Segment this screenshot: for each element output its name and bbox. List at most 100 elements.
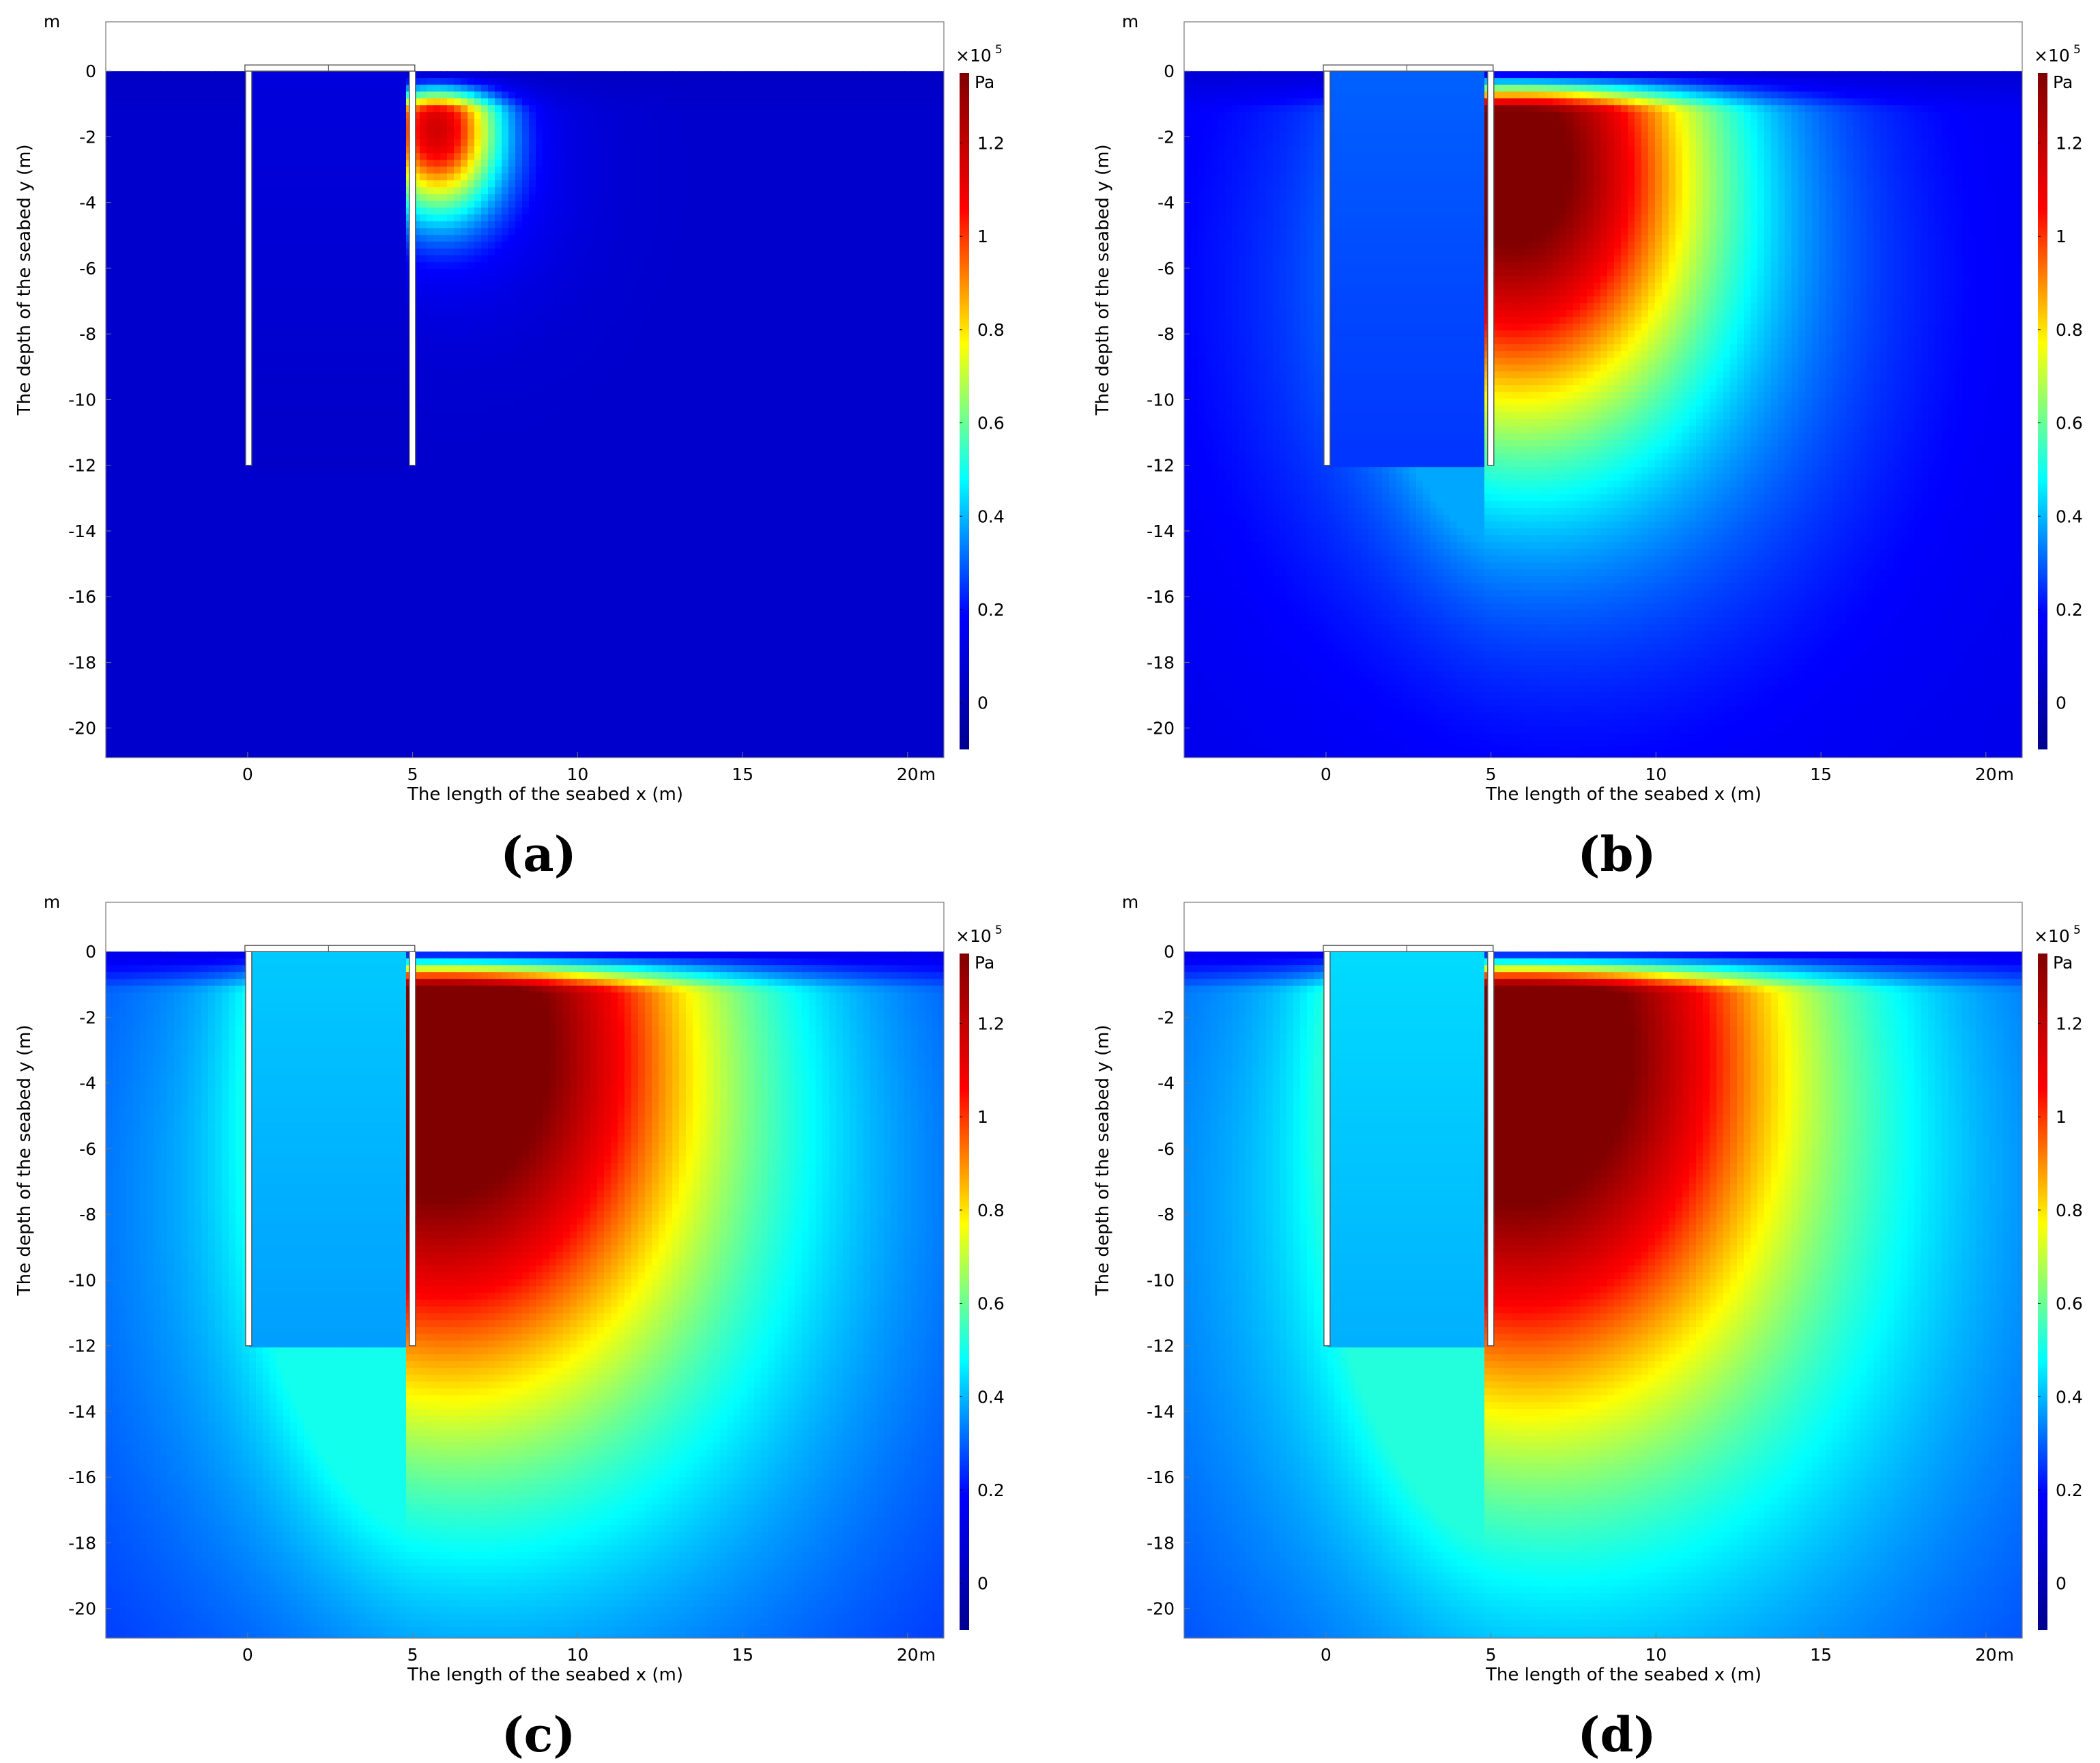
heatmap-cell xyxy=(624,139,632,147)
heatmap-cell xyxy=(877,330,884,338)
heatmap-cell xyxy=(809,207,816,215)
heatmap-cell xyxy=(693,228,700,235)
heatmap-cell xyxy=(754,228,762,235)
heatmap-cell xyxy=(235,78,243,85)
heatmap-cell xyxy=(638,214,646,222)
heatmap-cell xyxy=(754,242,762,249)
heatmap-cell xyxy=(188,255,195,263)
heatmap-cell xyxy=(351,173,359,181)
heatmap-cell xyxy=(734,337,741,345)
heatmap-cell xyxy=(795,187,803,195)
heatmap-cell xyxy=(358,153,366,160)
heatmap-cell xyxy=(863,78,871,85)
heatmap-cell xyxy=(611,98,618,106)
heatmap-cell xyxy=(454,207,461,215)
heatmap-cell xyxy=(311,78,318,85)
heatmap-cell xyxy=(324,296,332,304)
heatmap-cell xyxy=(399,296,407,304)
heatmap-cell xyxy=(584,167,591,174)
heatmap-cell xyxy=(195,173,202,181)
heatmap-cell xyxy=(147,289,154,297)
heatmap-cell xyxy=(468,126,475,133)
heatmap-cell xyxy=(235,126,243,133)
heatmap-cell xyxy=(672,269,680,276)
heatmap-cell xyxy=(781,160,789,167)
heatmap-cell xyxy=(938,105,944,113)
heatmap-cell xyxy=(474,126,482,133)
heatmap-cell xyxy=(597,330,605,338)
heatmap-cell xyxy=(188,146,195,154)
heatmap-cell xyxy=(235,221,243,229)
heatmap-cell xyxy=(290,269,298,276)
heatmap-cell xyxy=(556,85,564,92)
heatmap-cell xyxy=(597,119,605,126)
heatmap-cell xyxy=(932,242,939,249)
heatmap-cell xyxy=(351,160,359,167)
heatmap-cell xyxy=(816,160,823,167)
heatmap-cell xyxy=(638,187,646,195)
heatmap-cell xyxy=(249,78,257,85)
heatmap-cell xyxy=(249,289,257,297)
heatmap-cell xyxy=(270,221,277,229)
heatmap-cell xyxy=(720,91,728,99)
heatmap-cell xyxy=(897,78,905,85)
heatmap-cell xyxy=(529,194,536,201)
heatmap-cell xyxy=(290,160,298,167)
heatmap-cell xyxy=(358,207,366,215)
heatmap-cell xyxy=(515,91,523,99)
heatmap-cell xyxy=(911,235,919,242)
heatmap-cell xyxy=(904,85,912,92)
heatmap-cell xyxy=(543,289,550,297)
heatmap-cell xyxy=(870,207,878,215)
heatmap-cell xyxy=(270,98,277,106)
heatmap-cell xyxy=(897,146,905,154)
heatmap-cell xyxy=(140,201,147,208)
heatmap-cell xyxy=(276,194,284,201)
heatmap-cell xyxy=(836,242,844,249)
heatmap-cell xyxy=(495,78,502,85)
heatmap-cell xyxy=(631,187,639,195)
heatmap-cell xyxy=(201,180,209,188)
heatmap-cell xyxy=(379,303,386,311)
heatmap-cell xyxy=(133,255,141,263)
heatmap-cell xyxy=(788,269,796,276)
heatmap-cell xyxy=(577,139,584,147)
heatmap-cell xyxy=(229,214,236,222)
heatmap-cell xyxy=(679,296,687,304)
heatmap-cell xyxy=(215,337,222,345)
heatmap-cell xyxy=(740,146,748,154)
heatmap-cell xyxy=(399,167,407,174)
heatmap-cell xyxy=(338,194,345,201)
heatmap-cell xyxy=(201,242,209,249)
heatmap-cell xyxy=(781,187,789,195)
heatmap-cell xyxy=(754,235,762,242)
heatmap-cell xyxy=(932,330,939,338)
heatmap-cell xyxy=(290,344,298,352)
heatmap-cell xyxy=(877,235,884,242)
heatmap-cell xyxy=(413,187,420,195)
heatmap-cell xyxy=(201,337,209,345)
heatmap-cell xyxy=(706,310,714,317)
heatmap-cell xyxy=(420,324,427,331)
heatmap-cell xyxy=(570,310,577,317)
heatmap-cell xyxy=(106,132,113,140)
heatmap-cell xyxy=(201,132,209,140)
heatmap-cell xyxy=(911,330,919,338)
heatmap-cell xyxy=(208,330,216,338)
heatmap-cell xyxy=(720,283,728,290)
heatmap-cell xyxy=(584,173,591,181)
heatmap-cell xyxy=(795,139,803,147)
heatmap-cell xyxy=(884,324,891,331)
heatmap-cell xyxy=(420,310,427,317)
heatmap-cell xyxy=(727,160,734,167)
heatmap-cell xyxy=(740,269,748,276)
heatmap-cell xyxy=(358,167,366,174)
heatmap-cell xyxy=(727,139,734,147)
heatmap-cell xyxy=(857,194,864,201)
heatmap-cell xyxy=(925,324,932,331)
heatmap-cell xyxy=(631,180,639,188)
heatmap-cell xyxy=(693,337,700,345)
heatmap-cell xyxy=(720,235,728,242)
heatmap-cell xyxy=(386,187,393,195)
heatmap-cell xyxy=(283,262,291,270)
